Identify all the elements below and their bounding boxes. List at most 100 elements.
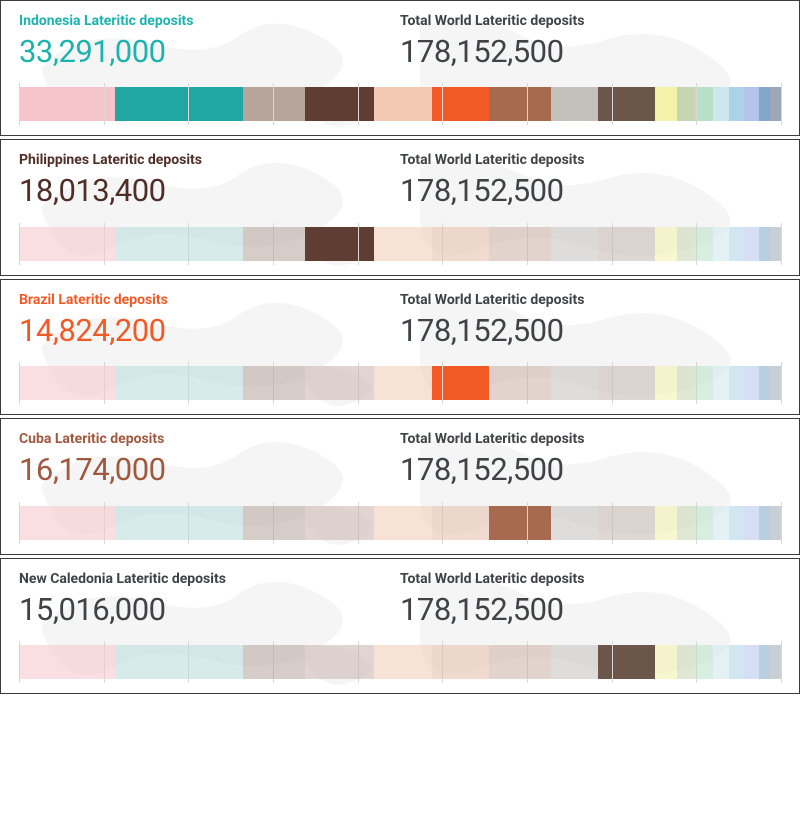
bar-segment bbox=[551, 645, 597, 679]
bar-segment bbox=[729, 366, 744, 400]
bar-segment bbox=[374, 506, 432, 540]
bar-segment bbox=[655, 366, 676, 400]
deposit-panel: Brazil Lateritic deposits14,824,200Total… bbox=[0, 279, 800, 415]
bar-segment bbox=[759, 506, 771, 540]
bar-segment bbox=[243, 227, 305, 261]
bar-segment bbox=[432, 506, 489, 540]
bar-segment bbox=[243, 366, 305, 400]
bar-segment bbox=[759, 227, 771, 261]
bar-tick bbox=[781, 362, 782, 404]
world-label: Total World Lateritic deposits bbox=[400, 431, 781, 448]
proportion-bar bbox=[19, 506, 781, 540]
bar-segment bbox=[489, 366, 551, 400]
bar-segment bbox=[305, 87, 374, 121]
world-value: 178,152,500 bbox=[400, 173, 781, 209]
bar-segment bbox=[713, 227, 729, 261]
bar-tick bbox=[781, 83, 782, 125]
bar-segment bbox=[655, 645, 676, 679]
bar-segment bbox=[744, 506, 759, 540]
bar-segment bbox=[598, 506, 656, 540]
bar-segment bbox=[374, 87, 432, 121]
bar-segment bbox=[489, 506, 551, 540]
bar-tick bbox=[781, 641, 782, 683]
bar-segment bbox=[551, 366, 597, 400]
bar-tick bbox=[781, 223, 782, 265]
bar-segment bbox=[695, 87, 713, 121]
country-label: Cuba Lateritic deposits bbox=[19, 431, 400, 448]
bar-segment bbox=[598, 227, 656, 261]
bar-segment bbox=[770, 366, 781, 400]
bar-segment bbox=[19, 227, 115, 261]
bar-tick bbox=[781, 502, 782, 544]
bar-segment bbox=[677, 227, 695, 261]
proportion-bar bbox=[19, 366, 781, 400]
bar-segment bbox=[770, 645, 781, 679]
bar-segment bbox=[770, 227, 781, 261]
proportion-bar bbox=[19, 227, 781, 261]
bar-segment bbox=[695, 366, 713, 400]
bar-segment bbox=[305, 506, 374, 540]
bar-segment bbox=[432, 366, 489, 400]
country-value: 16,174,000 bbox=[19, 452, 400, 488]
deposit-panel: Indonesia Lateritic deposits 33,291,000To… bbox=[0, 0, 800, 136]
bar-segment bbox=[115, 227, 243, 261]
world-value: 178,152,500 bbox=[400, 34, 781, 70]
deposit-panel: New Caledonia Lateritic deposits15,016,0… bbox=[0, 558, 800, 694]
world-value: 178,152,500 bbox=[400, 592, 781, 628]
bar-segment bbox=[729, 227, 744, 261]
bar-segment bbox=[713, 87, 729, 121]
bar-segment bbox=[695, 506, 713, 540]
bar-segment bbox=[759, 645, 771, 679]
bar-segment bbox=[374, 645, 432, 679]
bar-segment bbox=[432, 87, 489, 121]
bar-segment bbox=[729, 506, 744, 540]
bar-segment bbox=[655, 506, 676, 540]
bar-segment bbox=[489, 645, 551, 679]
world-label: Total World Lateritic deposits bbox=[400, 13, 781, 30]
world-label: Total World Lateritic deposits bbox=[400, 292, 781, 309]
bar-segment bbox=[489, 87, 551, 121]
country-value: 33,291,000 bbox=[19, 34, 400, 70]
bar-segment bbox=[115, 366, 243, 400]
deposit-panel: Cuba Lateritic deposits 16,174,000Total W… bbox=[0, 418, 800, 554]
bar-segment bbox=[744, 366, 759, 400]
bar-segment bbox=[770, 506, 781, 540]
country-label: Indonesia Lateritic deposits bbox=[19, 13, 400, 30]
bar-segment bbox=[551, 87, 597, 121]
bar-segment bbox=[677, 87, 695, 121]
bar-segment bbox=[305, 227, 374, 261]
bar-segment bbox=[713, 506, 729, 540]
bar-segment bbox=[744, 645, 759, 679]
bar-segment bbox=[432, 227, 489, 261]
bar-segment bbox=[243, 506, 305, 540]
country-label: Brazil Lateritic deposits bbox=[19, 292, 400, 309]
bar-segment bbox=[374, 366, 432, 400]
bar-segment bbox=[19, 645, 115, 679]
bar-segment bbox=[243, 645, 305, 679]
bar-segment bbox=[695, 645, 713, 679]
country-value: 18,013,400 bbox=[19, 173, 400, 209]
bar-segment bbox=[374, 227, 432, 261]
bar-segment bbox=[744, 227, 759, 261]
bar-segment bbox=[305, 366, 374, 400]
world-label: Total World Lateritic deposits bbox=[400, 571, 781, 588]
bar-segment bbox=[677, 506, 695, 540]
bar-segment bbox=[598, 366, 656, 400]
bar-segment bbox=[713, 645, 729, 679]
bar-segment bbox=[598, 87, 656, 121]
bar-segment bbox=[243, 87, 305, 121]
bar-segment bbox=[695, 227, 713, 261]
bar-segment bbox=[305, 645, 374, 679]
proportion-bar bbox=[19, 87, 781, 121]
country-value: 15,016,000 bbox=[19, 592, 400, 628]
world-value: 178,152,500 bbox=[400, 452, 781, 488]
bar-segment bbox=[729, 87, 744, 121]
bar-segment bbox=[655, 87, 676, 121]
bar-segment bbox=[598, 645, 656, 679]
bar-segment bbox=[489, 227, 551, 261]
bar-segment bbox=[713, 366, 729, 400]
proportion-bar bbox=[19, 645, 781, 679]
bar-segment bbox=[551, 506, 597, 540]
bar-segment bbox=[677, 366, 695, 400]
bar-segment bbox=[551, 227, 597, 261]
